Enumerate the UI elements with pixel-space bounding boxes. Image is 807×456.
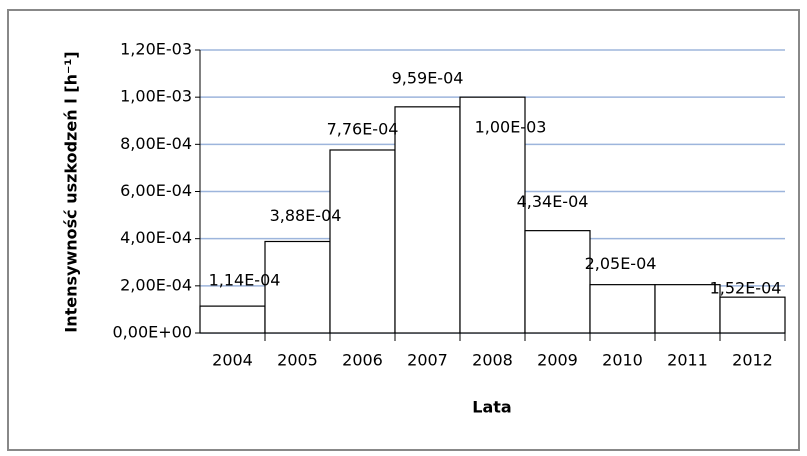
x-tick-label: 2009 [537,351,578,370]
data-label: 7,76E-04 [327,119,399,138]
y-axis-title: Intensywność uszkodzeń l [h⁻¹] [62,51,81,332]
y-tick-label: 0,00E+00 [113,323,193,342]
bar [719,296,786,334]
bar [654,284,721,334]
bar [459,96,526,334]
bar [329,149,396,334]
x-tick-label: 2005 [277,351,318,370]
x-tick-label: 2006 [342,351,383,370]
bar [524,230,591,334]
data-label: 1,14E-04 [209,271,281,290]
y-tick-label: 8,00E-04 [120,134,192,153]
x-axis-title: Lata [472,398,511,417]
x-tick-label: 2004 [212,351,253,370]
x-tick-label: 2010 [602,351,643,370]
bar [199,305,266,334]
data-label: 2,05E-04 [585,254,657,273]
y-tick-label: 1,00E-03 [120,87,192,106]
data-label: 1,00E-03 [475,118,547,137]
x-tick-label: 2007 [407,351,448,370]
y-tick-label: 4,00E-04 [120,228,192,247]
bar [589,284,656,334]
y-tick-label: 1,20E-03 [120,40,192,59]
x-tick-label: 2012 [732,351,773,370]
x-tick-label: 2011 [667,351,708,370]
x-tick-label: 2008 [472,351,513,370]
y-tick-label: 2,00E-04 [120,275,192,294]
data-label: 9,59E-04 [392,68,464,87]
y-tick-label: 6,00E-04 [120,181,192,200]
data-label: 4,34E-04 [517,192,589,211]
data-label: 1,52E-04 [710,279,782,298]
bar [394,106,461,334]
data-label: 3,88E-04 [270,206,342,225]
